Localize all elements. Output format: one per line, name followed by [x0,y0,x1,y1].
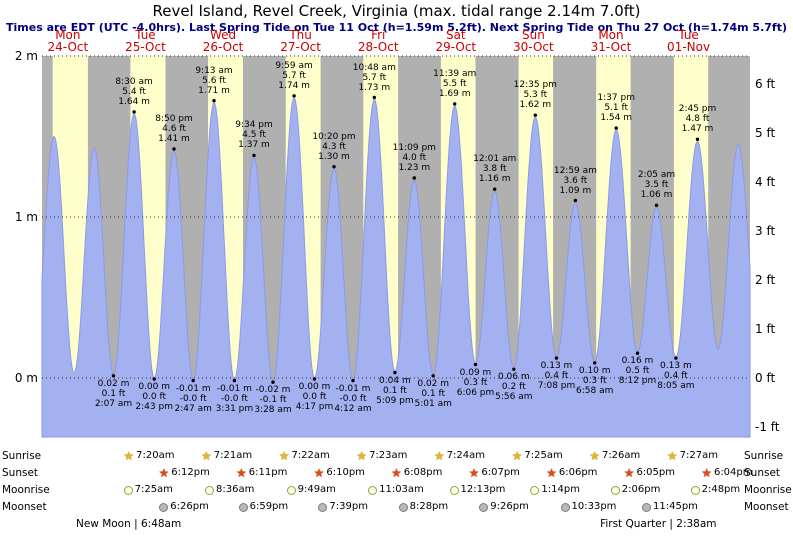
page-title: Revel Island, Revel Creek, Virginia (max… [152,2,641,20]
tide-extreme-dot [493,187,497,191]
tide-extreme-dot [132,110,136,114]
tide-extreme-dot [212,99,216,103]
tide-extreme-dot [654,203,659,207]
tide-extreme-dot [351,378,355,383]
tide-extreme-dot [271,380,275,384]
tide-extreme-dot [312,377,317,381]
tide-extreme-dot [191,378,195,383]
tide-extreme-dot [332,165,336,169]
tide-extreme-dot [573,198,578,203]
spring-tide-note: Times are EDT (UTC -4.0hrs). Last Spring… [6,21,787,34]
tide-extreme-dot [372,95,376,100]
tide-extreme-dot [292,94,296,98]
tide-extreme-dot [152,377,156,381]
tide-extreme-dot [111,374,116,378]
tide-extreme-dot [412,176,416,180]
tide-extreme-dot [635,351,640,355]
tide-extreme-dot [172,147,176,151]
tide-extreme-dot [393,370,397,375]
tide-extreme-dot [695,137,700,141]
tide-extreme-dot [453,102,457,106]
tide-extreme-dot [593,361,597,365]
tide-curve-area [41,97,751,438]
tide-extreme-dot [533,113,537,117]
tide-extreme-dot [232,378,237,383]
tide-extreme-dot [674,356,678,360]
tide-extreme-dot [554,356,559,360]
tide-extreme-dot [431,374,435,378]
tide-extreme-dot [473,362,478,367]
tide-extreme-dot [252,153,256,158]
tide-extreme-dot [614,126,618,130]
tide-extreme-dot [512,367,516,371]
